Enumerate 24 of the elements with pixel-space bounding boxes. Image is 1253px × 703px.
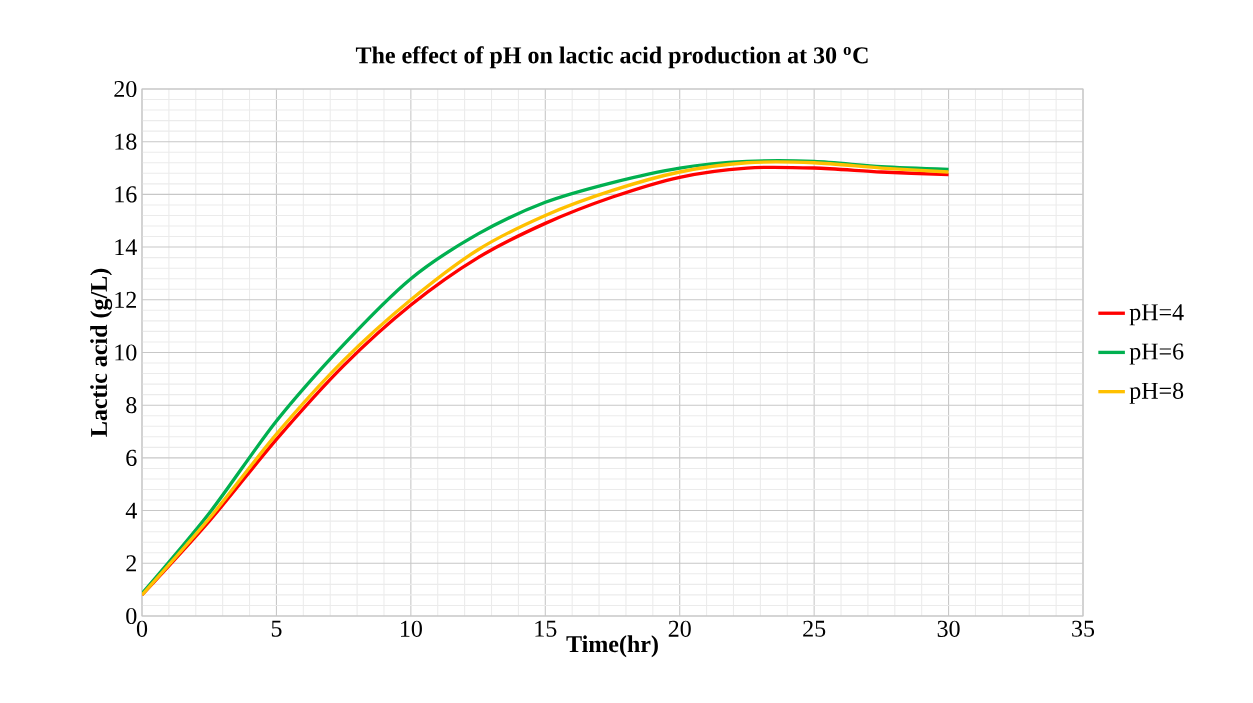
y-tick-label: 10 <box>115 344 137 361</box>
y-tick-label: 14 <box>115 239 137 256</box>
x-tick-label: 35 <box>1072 620 1095 637</box>
y-tick-label: 18 <box>115 133 137 150</box>
x-tick-label: 15 <box>535 620 557 637</box>
x-tick-label: 5 <box>271 620 282 637</box>
y-tick-label: 16 <box>115 186 137 203</box>
y-tick-label: 20 <box>114 80 137 98</box>
y-tick-label: 6 <box>126 449 137 466</box>
y-tick-label: 2 <box>126 555 136 572</box>
legend-label: pH=8 <box>1129 382 1184 404</box>
y-axis-title: Lactic acid (g/L) <box>90 268 113 437</box>
legend-label: pH=4 <box>1129 304 1184 326</box>
y-tick-label: 0 <box>126 607 137 625</box>
x-tick-label: 30 <box>937 620 960 637</box>
legend-label: pH=6 <box>1129 343 1184 365</box>
x-tick-label: 25 <box>803 620 826 637</box>
y-tick-label: 12 <box>115 291 136 308</box>
y-tick-label: 8 <box>126 397 137 414</box>
x-axis-title: Time(hr) <box>566 635 658 658</box>
x-tick-label: 10 <box>400 620 422 637</box>
chart-title: The effect of pH on lactic acid production at 30 $^{o}$C <box>355 46 868 69</box>
y-tick-label: 4 <box>125 502 137 519</box>
x-tick-label: 20 <box>668 620 691 637</box>
